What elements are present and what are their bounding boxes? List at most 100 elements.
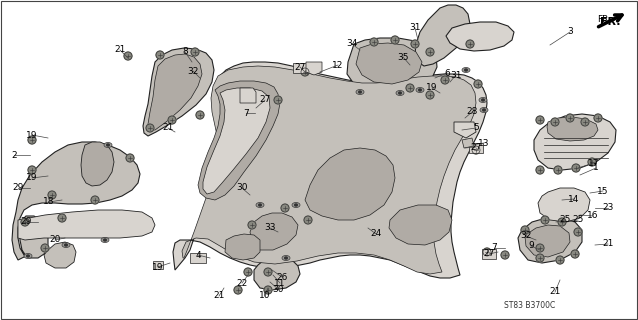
Polygon shape — [143, 48, 214, 136]
Text: 21: 21 — [213, 292, 225, 300]
Polygon shape — [518, 218, 582, 263]
Text: 35: 35 — [397, 52, 409, 61]
Text: 1: 1 — [593, 164, 599, 172]
Text: 29: 29 — [20, 218, 32, 227]
Text: 18: 18 — [43, 197, 55, 206]
Circle shape — [581, 118, 589, 126]
Circle shape — [536, 244, 544, 252]
Polygon shape — [246, 206, 312, 258]
Ellipse shape — [481, 99, 485, 101]
Circle shape — [281, 204, 289, 212]
Polygon shape — [462, 138, 474, 148]
Circle shape — [41, 244, 49, 252]
Text: 19: 19 — [26, 173, 38, 182]
Circle shape — [536, 254, 544, 262]
Text: 25: 25 — [572, 215, 584, 225]
Circle shape — [304, 216, 312, 224]
Text: 25: 25 — [560, 215, 570, 225]
Ellipse shape — [256, 203, 264, 207]
Circle shape — [146, 124, 154, 132]
Text: 27: 27 — [294, 62, 306, 71]
Circle shape — [588, 158, 596, 166]
Polygon shape — [525, 225, 570, 257]
Text: 19: 19 — [152, 262, 164, 271]
Circle shape — [558, 218, 566, 226]
Text: 23: 23 — [602, 204, 614, 212]
Circle shape — [264, 286, 272, 294]
Text: 3: 3 — [567, 28, 573, 36]
Text: 26: 26 — [276, 273, 288, 282]
Circle shape — [411, 40, 419, 48]
Circle shape — [21, 218, 29, 226]
Text: 14: 14 — [568, 195, 580, 204]
Polygon shape — [547, 117, 598, 141]
Text: 4: 4 — [195, 251, 201, 260]
Circle shape — [572, 164, 580, 172]
Ellipse shape — [482, 108, 486, 111]
Polygon shape — [254, 257, 300, 290]
Ellipse shape — [418, 89, 422, 92]
Text: 16: 16 — [587, 212, 598, 220]
Text: 20: 20 — [49, 236, 61, 244]
Text: 28: 28 — [466, 108, 478, 116]
Polygon shape — [250, 213, 298, 250]
Polygon shape — [454, 122, 476, 138]
Ellipse shape — [26, 254, 30, 258]
Ellipse shape — [294, 204, 298, 206]
Circle shape — [472, 146, 480, 154]
Text: 30: 30 — [236, 183, 248, 193]
Text: 27: 27 — [259, 95, 271, 105]
Text: 5: 5 — [473, 124, 479, 132]
Text: 31: 31 — [450, 70, 462, 79]
Polygon shape — [446, 22, 514, 51]
Polygon shape — [225, 234, 260, 260]
Polygon shape — [482, 249, 496, 259]
Circle shape — [474, 80, 482, 88]
Text: 27: 27 — [484, 250, 494, 259]
Circle shape — [556, 256, 564, 264]
Polygon shape — [198, 81, 280, 200]
Circle shape — [426, 48, 434, 56]
Ellipse shape — [284, 257, 288, 260]
Polygon shape — [538, 188, 590, 222]
Text: 8: 8 — [182, 47, 188, 57]
Text: 27: 27 — [470, 142, 482, 151]
Text: 34: 34 — [346, 39, 358, 49]
Circle shape — [234, 286, 242, 294]
Polygon shape — [190, 253, 206, 263]
Polygon shape — [81, 142, 114, 186]
Ellipse shape — [106, 143, 110, 147]
Text: 22: 22 — [236, 278, 248, 287]
Circle shape — [124, 52, 132, 60]
Polygon shape — [305, 148, 395, 220]
Circle shape — [406, 84, 414, 92]
Ellipse shape — [62, 243, 70, 247]
Text: 31: 31 — [409, 23, 420, 33]
Text: FR.: FR. — [597, 15, 611, 25]
Ellipse shape — [479, 98, 487, 102]
Circle shape — [466, 40, 474, 48]
Text: ST83 B3700C: ST83 B3700C — [505, 301, 556, 310]
Text: 19: 19 — [426, 84, 438, 92]
Text: 15: 15 — [597, 187, 609, 196]
Polygon shape — [415, 5, 470, 66]
Ellipse shape — [24, 253, 32, 259]
Text: 7: 7 — [491, 244, 497, 252]
Circle shape — [301, 68, 309, 76]
Ellipse shape — [282, 255, 290, 260]
Text: 32: 32 — [188, 67, 198, 76]
Text: 9: 9 — [528, 242, 534, 251]
Circle shape — [536, 166, 544, 174]
Polygon shape — [148, 54, 202, 130]
Ellipse shape — [462, 68, 470, 73]
Circle shape — [126, 154, 134, 162]
Text: 30: 30 — [272, 284, 284, 293]
Ellipse shape — [464, 68, 468, 71]
Circle shape — [168, 116, 176, 124]
Polygon shape — [356, 43, 422, 84]
Circle shape — [521, 226, 529, 234]
Circle shape — [196, 111, 204, 119]
Circle shape — [566, 114, 574, 122]
Circle shape — [571, 250, 579, 258]
Text: 21: 21 — [549, 287, 561, 297]
